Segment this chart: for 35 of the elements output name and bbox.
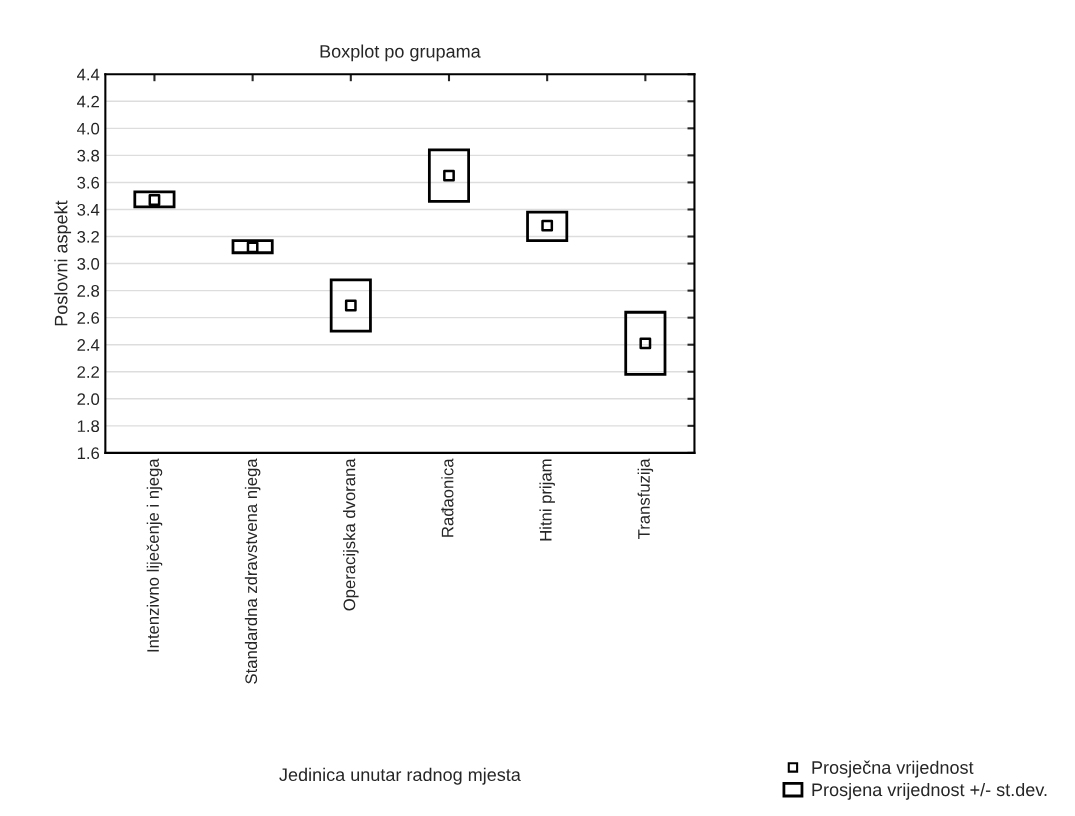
bar [231,239,274,255]
y-tick-label: 1.6 [77,447,100,460]
legend-label: Prosjena vrijednost +/- st.dev. [812,782,1047,800]
x-tick-label: Hitni prijam [539,459,555,541]
y-tick-label: 2.6 [77,312,100,324]
y-tick-label: 4.2 [77,95,99,108]
bar [329,278,372,333]
y-tick-label: 2.4 [77,339,100,351]
bar [624,310,667,376]
y-tick-label: 3.2 [77,230,99,243]
legend-label: Prosječna vrijednost [812,760,974,778]
y-tick-label: 2.8 [77,285,100,297]
x-tick-label: Rađaonica [441,458,454,537]
x-tick-label: Transfuzija [637,458,654,539]
y-tick-label: 3.8 [77,149,100,162]
point [443,169,455,182]
bar [526,210,569,242]
bar [427,148,471,203]
y-tick-label: 3.6 [77,176,100,189]
chart-title: Boxplot po grupama [320,44,481,62]
x-tick-label: Standardna zdravstvena njega [244,458,261,684]
y-tick-label: 2.2 [77,366,99,378]
x-tick-label: Operacijska dvorana [343,458,359,611]
bar [133,190,176,209]
y-tick-label: 3.0 [77,257,100,270]
x-axis-title: Jedinica unutar radnog mjesta [279,767,521,785]
y-tick-label: 4.0 [77,122,100,135]
x-tick-label: Intenzivno liječenje i njega [146,458,163,652]
y-tick-label: 1.8 [77,420,100,433]
y-tick-label: 4.4 [77,68,100,81]
y-tick-label: 3.4 [77,203,100,216]
point [639,337,652,350]
y-tick-label: 2.0 [77,393,100,405]
y-axis-title: Poslovni aspekt [54,200,72,326]
point [344,299,357,312]
